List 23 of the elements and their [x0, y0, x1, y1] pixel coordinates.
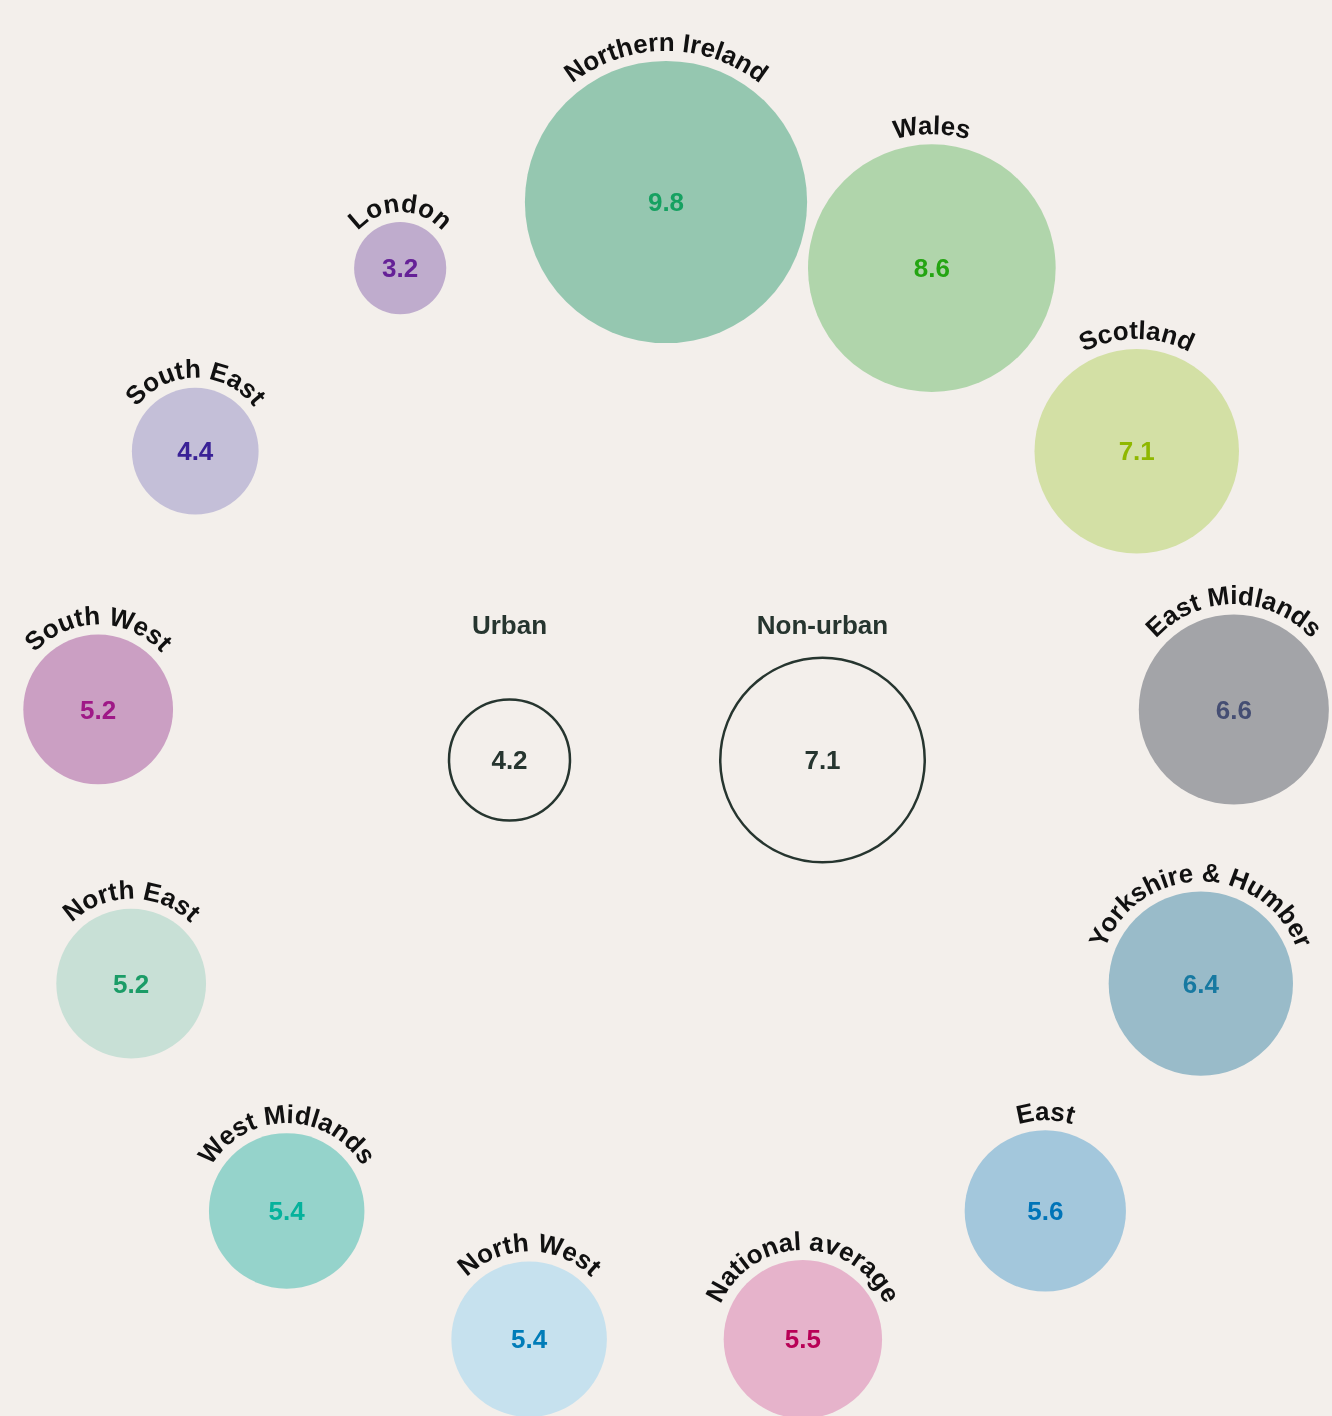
- category-label: Urban: [471, 610, 548, 640]
- category-label: London: [341, 187, 459, 236]
- data-label: 7.1: [1118, 436, 1155, 467]
- category-label: Scotland: [1074, 314, 1200, 358]
- category-label: East: [1013, 1096, 1079, 1131]
- data-label: 5.5: [784, 1324, 821, 1355]
- data-label: 4.2: [491, 745, 528, 776]
- data-label: 6.6: [1215, 694, 1252, 725]
- data-label: 8.6: [913, 253, 950, 284]
- data-label: 5.4: [268, 1195, 306, 1226]
- data-label: 5.4: [511, 1324, 548, 1355]
- category-label: Wales: [890, 110, 974, 146]
- data-label: 3.2: [382, 253, 419, 284]
- data-label: 9.8: [647, 187, 685, 218]
- data-label: 5.6: [1027, 1195, 1064, 1226]
- category-label: North East: [56, 874, 207, 928]
- category-label: Non-urban: [756, 610, 889, 640]
- data-label: 5.2: [113, 968, 150, 999]
- data-label: 6.4: [1182, 968, 1220, 999]
- data-label: 4.4: [177, 436, 214, 467]
- data-label: 5.2: [80, 694, 117, 725]
- category-label: North West: [451, 1227, 608, 1282]
- data-label: 7.1: [804, 745, 841, 776]
